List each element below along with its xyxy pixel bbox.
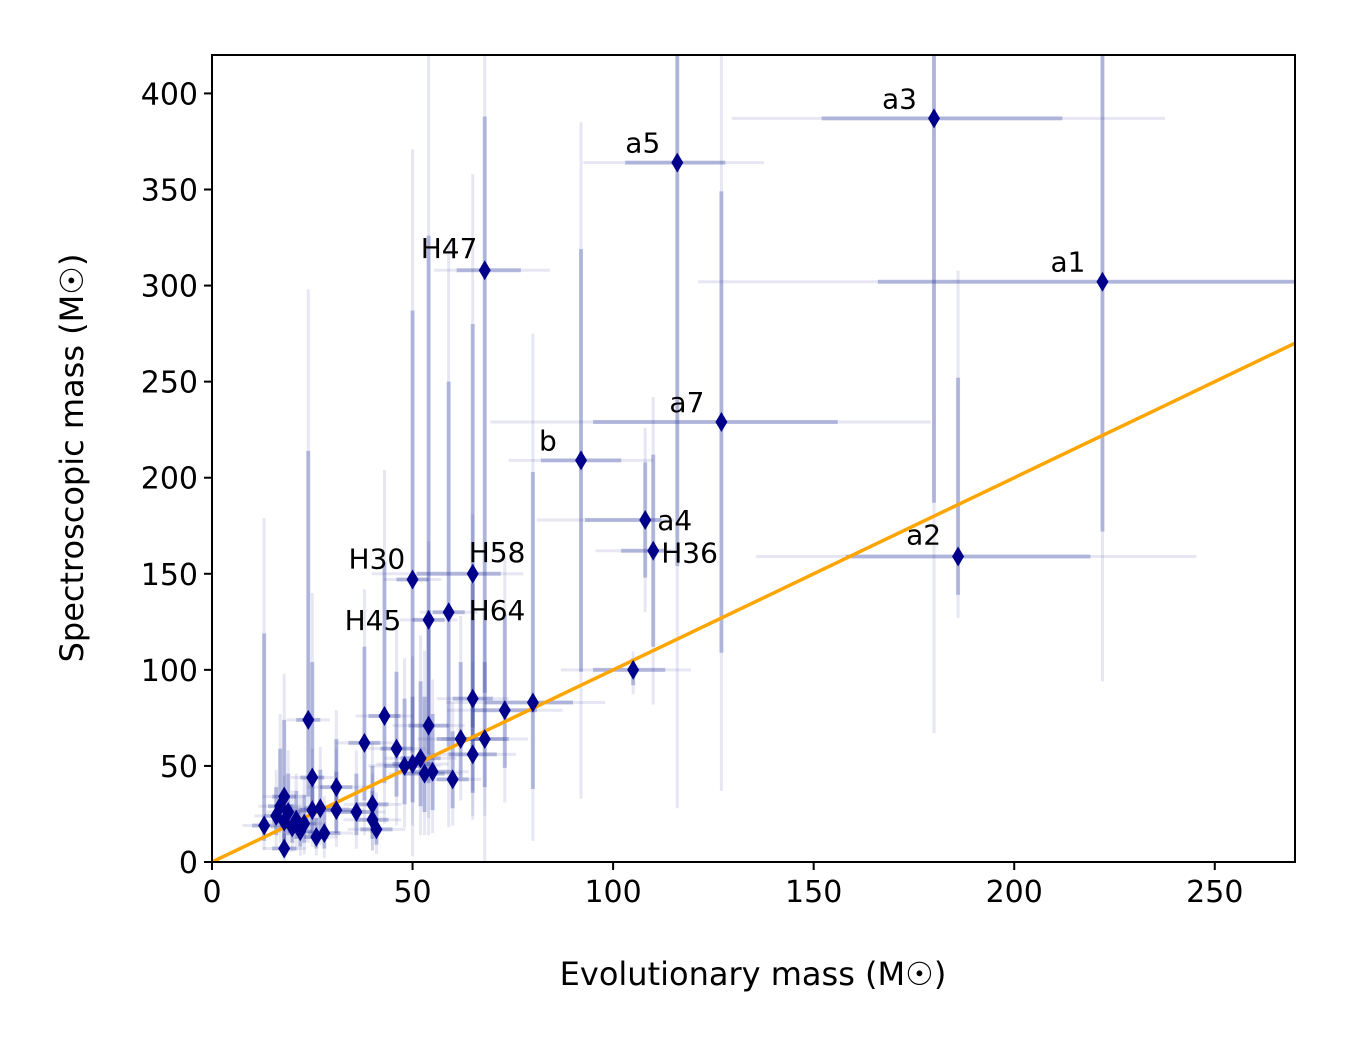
point-annotations: a1 a2 a3 a4 a5 a7 b H36 H47 H30 H58 H45 H64 bbox=[345, 82, 1086, 636]
marker-h64 bbox=[442, 602, 455, 623]
marker-20 bbox=[446, 769, 459, 790]
annotation-a2: a2 bbox=[906, 518, 941, 551]
x-tick-label-150: 150 bbox=[785, 875, 842, 910]
marker-19 bbox=[454, 729, 467, 750]
marker-30 bbox=[366, 794, 379, 815]
marker-18 bbox=[466, 744, 479, 765]
y-tick-label-150: 150 bbox=[141, 558, 198, 593]
annotation-h45: H45 bbox=[345, 604, 402, 637]
data-markers bbox=[258, 108, 1109, 859]
marker-22 bbox=[422, 715, 435, 736]
x-tick-label-250: 250 bbox=[1186, 875, 1243, 910]
marker-17 bbox=[466, 688, 479, 709]
marker-32 bbox=[370, 819, 383, 840]
marker-34 bbox=[330, 777, 343, 798]
marker-25 bbox=[406, 754, 419, 775]
x-tick-label-100: 100 bbox=[584, 875, 641, 910]
marker-35 bbox=[330, 800, 343, 821]
annotation-h36: H36 bbox=[661, 537, 718, 570]
annotation-a4: a4 bbox=[657, 504, 692, 537]
x-tick-label-50: 50 bbox=[393, 875, 431, 910]
marker-a7 bbox=[715, 411, 728, 432]
marker-h45 bbox=[422, 609, 435, 630]
error-bars bbox=[242, 55, 1295, 862]
marker-a2 bbox=[952, 546, 965, 567]
annotation-h58: H58 bbox=[469, 536, 526, 569]
y-axis-label: Spectroscopic mass (M☉) bbox=[53, 254, 91, 663]
y-tick-label-200: 200 bbox=[141, 462, 198, 497]
marker-15 bbox=[498, 700, 511, 721]
y-tick-label-100: 100 bbox=[141, 654, 198, 689]
marker-h47 bbox=[478, 260, 491, 281]
annotation-b: b bbox=[539, 424, 557, 457]
x-axis-label: Evolutionary mass (M☉) bbox=[560, 955, 947, 993]
marker-13 bbox=[627, 659, 640, 680]
marker-39 bbox=[302, 709, 315, 730]
y-axis-ticks: 0 50 100 150 200 250 300 350 400 bbox=[141, 77, 212, 881]
y-tick-label-300: 300 bbox=[141, 270, 198, 305]
y-tick-label-0: 0 bbox=[179, 846, 198, 881]
annotation-a7: a7 bbox=[669, 386, 704, 419]
annotation-h47: H47 bbox=[421, 232, 478, 265]
y-tick-label-350: 350 bbox=[141, 174, 198, 209]
marker-a1 bbox=[1096, 271, 1109, 292]
marker-49 bbox=[278, 838, 291, 859]
x-tick-label-0: 0 bbox=[202, 875, 221, 910]
marker-h30 bbox=[406, 569, 419, 590]
annotation-a5: a5 bbox=[625, 127, 660, 160]
marker-41 bbox=[310, 827, 323, 848]
annotation-h30: H30 bbox=[349, 543, 406, 576]
marker-h36 bbox=[647, 540, 660, 561]
x-axis-ticks: 0 50 100 150 200 250 bbox=[202, 862, 1243, 910]
y-tick-label-400: 400 bbox=[141, 77, 198, 112]
marker-52 bbox=[258, 815, 271, 836]
annotation-a3: a3 bbox=[882, 82, 917, 115]
annotation-h64: H64 bbox=[469, 594, 526, 627]
marker-28 bbox=[378, 705, 391, 726]
marker-36 bbox=[314, 798, 327, 819]
x-tick-label-200: 200 bbox=[986, 875, 1043, 910]
one-to-one-line-group bbox=[212, 341, 1295, 862]
marker-a4 bbox=[639, 509, 652, 530]
marker-h58 bbox=[466, 563, 479, 584]
annotation-a1: a1 bbox=[1050, 246, 1085, 279]
y-tick-label-250: 250 bbox=[141, 366, 198, 401]
marker-26 bbox=[398, 755, 411, 776]
y-tick-label-50: 50 bbox=[160, 750, 198, 785]
one-to-one-line bbox=[212, 341, 1295, 862]
marker-51 bbox=[270, 805, 283, 826]
marker-a5 bbox=[671, 152, 684, 173]
marker-38 bbox=[306, 767, 319, 788]
marker-29 bbox=[358, 732, 371, 753]
marker-b bbox=[575, 450, 588, 471]
marker-27 bbox=[390, 738, 403, 759]
marker-16 bbox=[478, 729, 491, 750]
marker-23 bbox=[418, 763, 431, 784]
marker-14 bbox=[526, 692, 539, 713]
marker-a3 bbox=[928, 108, 940, 129]
plot-frame bbox=[211, 54, 1296, 863]
marker-40 bbox=[306, 800, 319, 821]
marker-21 bbox=[426, 761, 439, 782]
marker-33 bbox=[350, 802, 363, 823]
